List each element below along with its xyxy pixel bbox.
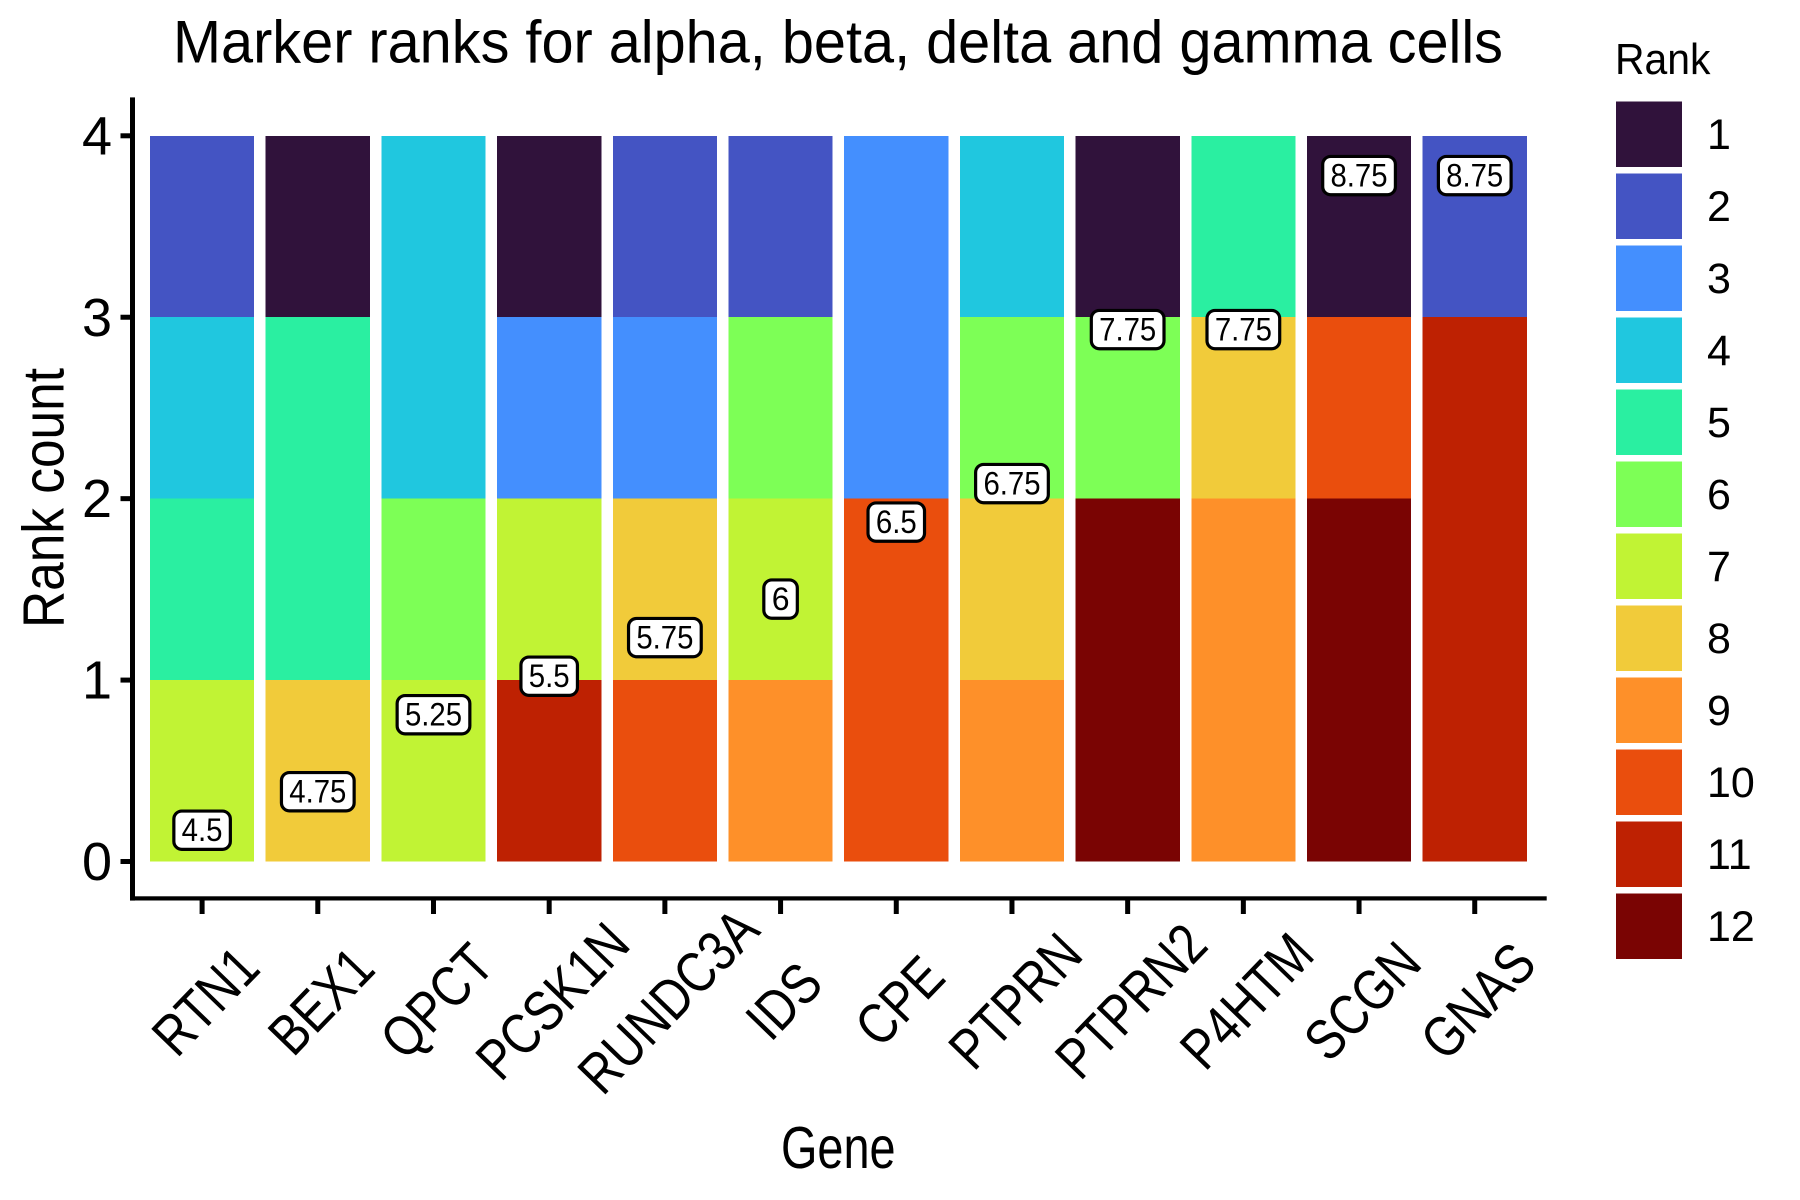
svg-text:1: 1 bbox=[82, 651, 112, 711]
svg-text:6.75: 6.75 bbox=[983, 466, 1040, 502]
svg-text:8.75: 8.75 bbox=[1446, 158, 1503, 194]
svg-text:7.75: 7.75 bbox=[1215, 312, 1272, 348]
svg-text:4: 4 bbox=[82, 106, 112, 166]
svg-text:5.5: 5.5 bbox=[529, 658, 570, 694]
svg-text:8.75: 8.75 bbox=[1330, 158, 1387, 194]
svg-text:6.5: 6.5 bbox=[876, 504, 917, 540]
svg-text:2: 2 bbox=[1707, 183, 1731, 231]
svg-text:8: 8 bbox=[1707, 615, 1731, 663]
svg-text:11: 11 bbox=[1707, 831, 1752, 879]
svg-text:6: 6 bbox=[1707, 471, 1731, 519]
svg-text:12: 12 bbox=[1707, 903, 1755, 951]
svg-text:1: 1 bbox=[1707, 111, 1731, 159]
svg-text:Marker ranks for alpha, beta,: Marker ranks for alpha, beta, delta and … bbox=[173, 9, 1503, 76]
svg-text:7: 7 bbox=[1707, 543, 1731, 591]
svg-text:3: 3 bbox=[1707, 255, 1731, 303]
svg-text:4: 4 bbox=[1707, 327, 1731, 375]
svg-text:0: 0 bbox=[82, 832, 112, 892]
svg-text:5: 5 bbox=[1707, 399, 1731, 447]
svg-text:9: 9 bbox=[1707, 687, 1731, 735]
svg-text:Rank count: Rank count bbox=[11, 368, 76, 628]
svg-text:Rank: Rank bbox=[1615, 35, 1711, 84]
svg-text:7.75: 7.75 bbox=[1099, 312, 1156, 348]
svg-text:3: 3 bbox=[82, 288, 112, 348]
svg-text:4.75: 4.75 bbox=[289, 774, 346, 810]
svg-text:10: 10 bbox=[1707, 759, 1755, 807]
svg-text:4.5: 4.5 bbox=[182, 812, 223, 848]
svg-text:5.25: 5.25 bbox=[405, 697, 462, 733]
svg-text:2: 2 bbox=[82, 469, 112, 529]
svg-text:5.75: 5.75 bbox=[636, 620, 693, 656]
svg-text:6: 6 bbox=[772, 581, 790, 617]
svg-text:Gene: Gene bbox=[781, 1114, 896, 1181]
